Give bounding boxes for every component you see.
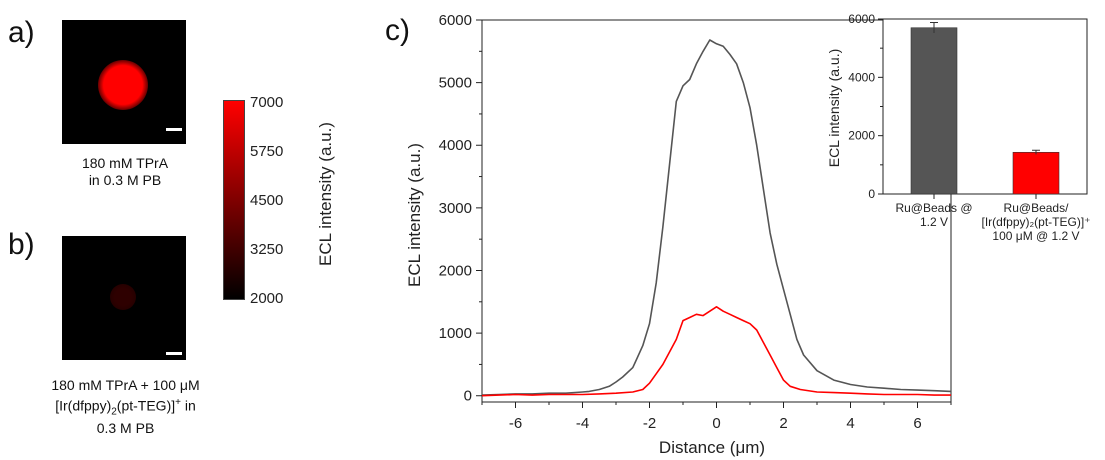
main-y-tick-label: 3000 [439, 200, 472, 217]
main-x-tick-label: 4 [846, 415, 854, 432]
inset-bars: Ru@Beads @1.2 V Ru@Beads/[Ir(dfppy)₂(pt-T… [895, 22, 1091, 243]
main-series [481, 39, 952, 397]
caption-b-line2-sub: 2 [111, 406, 117, 418]
caption-a-line2: in 0.3 M PB [88, 172, 162, 188]
ecl-spot-a [98, 60, 148, 110]
colorbar-tick: 7000 [250, 94, 284, 111]
colorbar-tick: 2000 [250, 290, 284, 307]
inset-y-tick-label: 4000 [848, 70, 875, 84]
colorbar [223, 100, 245, 300]
scale-bar-b [166, 352, 182, 355]
main-x-tick-label: -6 [509, 415, 522, 432]
main-x-axis-label: Distance (μm) [659, 438, 765, 457]
inset-category-label: Ru@Beads @ [895, 201, 972, 215]
inset-y-tick-label: 2000 [848, 129, 875, 143]
ecl-spot-b [110, 284, 136, 310]
caption-a-line1: 180 mM TPrA [81, 155, 169, 171]
caption-b-line2-pre: [Ir(dfppy) [55, 397, 112, 414]
inset-bar-1 [910, 27, 958, 195]
caption-b-line2-post: in [180, 397, 196, 414]
inset-y-tick-label: 6000 [848, 12, 875, 26]
line-series-1 [481, 39, 952, 396]
main-x-tick-label: -4 [576, 415, 589, 432]
main-y-tick-label: 2000 [439, 262, 472, 279]
main-y-tick-label: 6000 [439, 12, 472, 29]
caption-b-line2: [Ir(dfppy)2(pt-TEG)]+ in [18, 394, 233, 420]
caption-b-line1: 180 mM TPrA + 100 μM [51, 377, 200, 393]
colorbar-tick: 3250 [250, 241, 284, 258]
main-y-tick-label: 4000 [439, 137, 472, 154]
scale-bar-a [166, 128, 182, 131]
main-y-tick-label: 1000 [439, 325, 472, 342]
panel-b-label: b) [8, 228, 35, 261]
caption-b: 180 mM TPrA + 100 μM [Ir(dfppy)2(pt-TEG)… [18, 377, 233, 437]
inset-category-label: 100 μM @ 1.2 V [992, 229, 1079, 243]
inset-y-axis-label: ECL intensity (a.u.) [826, 49, 842, 168]
main-x-tick-label: 0 [712, 415, 720, 432]
colorbar-tick: 5750 [250, 143, 284, 160]
caption-a: 180 mM TPrA in 0.3 M PB [50, 155, 200, 189]
inset-y-tick-label: 0 [868, 187, 875, 201]
main-y-axis-label: ECL intensity (a.u.) [405, 143, 424, 287]
line-series-2 [481, 305, 951, 397]
panel-a-label: a) [8, 16, 35, 49]
panel-c-label: c) [385, 14, 410, 47]
caption-b-line2-sup: + [175, 397, 181, 408]
main-y-tick-label: 0 [464, 388, 472, 405]
inset-bar-chart: 0 2000 4000 6000 Ru@Beads @1.2 V Ru@Beads/[I… [826, 12, 1091, 243]
main-x-tick-label: 6 [913, 415, 921, 432]
colorbar-tick: 4500 [250, 192, 284, 209]
inset-category-label: [Ir(dfppy)₂(pt-TEG)]⁺ [981, 215, 1090, 229]
caption-b-line2-mid: (pt-TEG)] [116, 397, 176, 414]
inset-category-label: Ru@Beads/ [1004, 201, 1070, 215]
caption-b-line3: 0.3 M PB [96, 420, 155, 437]
main-x-tick-label: 2 [779, 415, 787, 432]
inset-category-label: 1.2 V [920, 215, 948, 229]
micrograph-a [62, 20, 186, 144]
main-x-tick-label: -2 [643, 415, 656, 432]
micrograph-b [62, 236, 186, 360]
main-axes: -6 -4 -2 0 2 4 6 0 1000 2000 3000 4000 5000 6000 [439, 12, 952, 432]
inset-bar-2 [1012, 151, 1060, 195]
colorbar-tick-labels: 7000 5750 4500 3250 2000 [250, 94, 310, 308]
main-y-tick-label: 5000 [439, 75, 472, 92]
